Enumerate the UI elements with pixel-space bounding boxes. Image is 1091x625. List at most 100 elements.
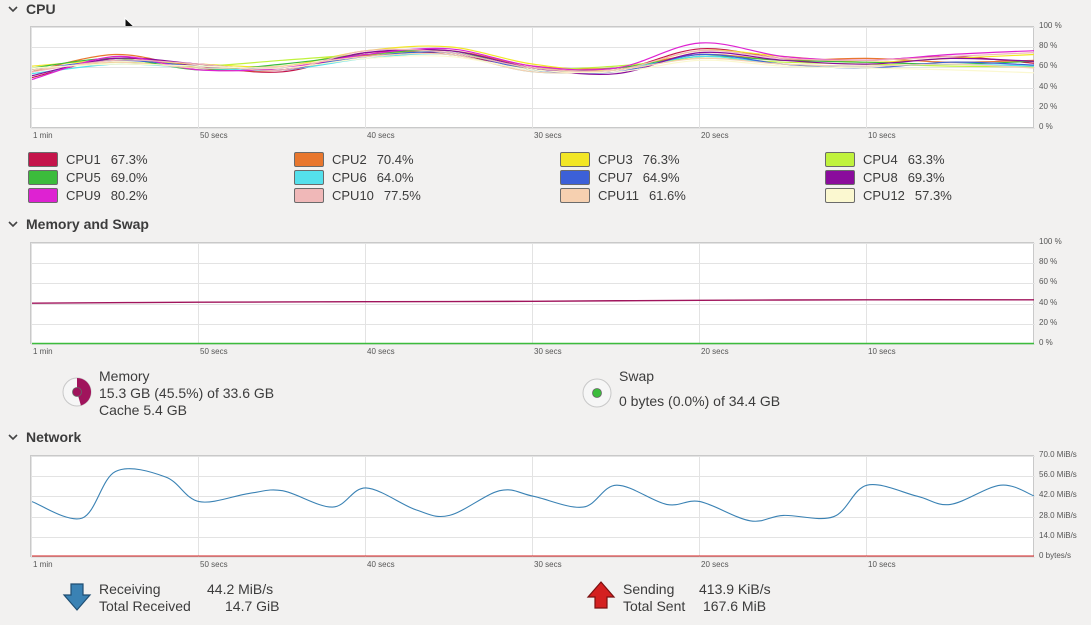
y-tick-label: 28.0 MiB/s [1039,511,1077,520]
series-line-cpu10 [31,48,1035,73]
x-tick-label: 1 min [33,347,53,356]
memory-chart-plot [31,243,1035,345]
legend-label: CPU2 [332,152,367,167]
memory-title: Memory [99,368,150,384]
color-swatch[interactable] [560,152,590,167]
memory-history-graph [30,242,1035,345]
legend-label: CPU1 [66,152,101,167]
color-swatch[interactable] [825,188,855,203]
legend-label: CPU11 [598,188,639,203]
color-swatch[interactable] [28,170,58,185]
x-tick-label: 30 secs [534,131,562,140]
y-tick-label: 70.0 MiB/s [1039,450,1077,459]
sending-label: Sending [623,581,675,597]
legend-value: 64.0% [376,170,414,185]
legend-value: 77.5% [383,188,421,203]
total-sent-value: 167.6 MiB [703,598,767,614]
series-line-cpu12 [31,55,1035,74]
memory-cache: Cache 5.4 GB [99,402,187,418]
y-tick-label: 56.0 MiB/s [1039,470,1077,479]
y-tick-label: 0 % [1039,338,1053,347]
color-swatch[interactable] [825,152,855,167]
swap-usage: 0 bytes (0.0%) of 34.4 GB [619,393,781,409]
total-sent-label: Total Sent [623,598,686,614]
x-tick-label: 10 secs [868,560,896,569]
legend-item-cpu8[interactable]: CPU8 69.3% [825,170,945,185]
x-tick-label: 40 secs [367,347,395,356]
memory-usage: 15.3 GB (45.5%) of 33.6 GB [99,385,275,401]
legend-label: CPU6 [332,170,367,185]
legend-value: 69.3% [907,170,945,185]
grid-lines [31,456,1035,558]
x-tick-label: 20 secs [701,347,729,356]
legend-item-cpu3[interactable]: CPU3 76.3% [560,152,680,167]
y-tick-label: 20 % [1039,102,1058,111]
legend-item-cpu6[interactable]: CPU6 64.0% [294,170,414,185]
memory-section-header[interactable]: Memory and Swap [8,215,149,233]
grid-lines [31,243,1035,345]
y-tick-label: 0 bytes/s [1039,551,1072,560]
series-line-memory [31,299,1035,304]
y-tick-label: 80 % [1039,41,1058,50]
cpu-section-header[interactable]: CPU [8,0,56,18]
color-swatch[interactable] [28,188,58,203]
color-swatch[interactable] [825,170,855,185]
y-tick-label: 14.0 MiB/s [1039,531,1077,540]
legend-value: 64.9% [642,170,680,185]
y-tick-label: 60 % [1039,61,1058,70]
legend-label: CPU12 [863,188,905,203]
pie-center-dot [72,387,82,397]
legend-item-cpu4[interactable]: CPU4 63.3% [825,152,945,167]
legend-item-cpu2[interactable]: CPU2 70.4% [294,152,414,167]
legend-label: CPU3 [598,152,633,167]
color-swatch[interactable] [294,170,324,185]
legend-item-cpu12[interactable]: CPU12 57.3% [825,188,952,203]
legend-label: CPU5 [66,170,101,185]
y-tick-label: 40 % [1039,82,1058,91]
x-tick-label: 1 min [33,560,53,569]
receiving-value: 44.2 MiB/s [207,581,274,597]
legend-item-cpu5[interactable]: CPU5 69.0% [28,170,148,185]
chevron-down-icon [8,434,18,441]
color-swatch[interactable] [560,170,590,185]
cpu-chart-plot [31,27,1035,129]
pie-center-dot [592,388,602,398]
network-section-header[interactable]: Network [8,428,81,446]
memory-pie-icon [62,377,92,407]
legend-label: CPU8 [863,170,898,185]
y-tick-label: 42.0 MiB/s [1039,490,1077,499]
color-swatch[interactable] [28,152,58,167]
y-tick-label: 60 % [1039,277,1058,286]
color-swatch[interactable] [560,188,590,203]
total-received-label: Total Received [99,598,191,614]
legend-item-cpu7[interactable]: CPU7 64.9% [560,170,680,185]
color-swatch[interactable] [294,188,324,203]
x-tick-label: 30 secs [534,347,562,356]
x-tick-label: 40 secs [367,560,395,569]
series-line-cpu11 [31,52,1035,74]
x-tick-label: 10 secs [868,131,896,140]
legend-item-cpu9[interactable]: CPU9 80.2% [28,188,148,203]
legend-value: 57.3% [914,188,952,203]
network-history-graph [30,455,1035,558]
legend-label: CPU9 [66,188,101,203]
legend-label: CPU10 [332,188,374,203]
pie-slice [77,378,91,406]
legend-value: 67.3% [110,152,148,167]
sending-value: 413.9 KiB/s [699,581,771,597]
x-tick-label: 40 secs [367,131,395,140]
x-tick-label: 50 secs [200,560,228,569]
receiving-arrow-icon [62,583,92,611]
swap-pie-chart[interactable] [582,378,612,413]
cpu-section-title: CPU [26,1,56,17]
legend-item-cpu10[interactable]: CPU10 77.5% [294,188,421,203]
x-tick-label: 10 secs [868,347,896,356]
legend-item-cpu11[interactable]: CPU11 61.6% [560,188,686,203]
total-received-value: 14.7 GiB [225,598,280,614]
memory-pie-chart[interactable] [62,377,92,412]
sending-arrow-icon [586,581,616,609]
color-swatch[interactable] [294,152,324,167]
legend-item-cpu1[interactable]: CPU1 67.3% [28,152,148,167]
x-tick-label: 20 secs [701,131,729,140]
legend-value: 69.0% [110,170,148,185]
